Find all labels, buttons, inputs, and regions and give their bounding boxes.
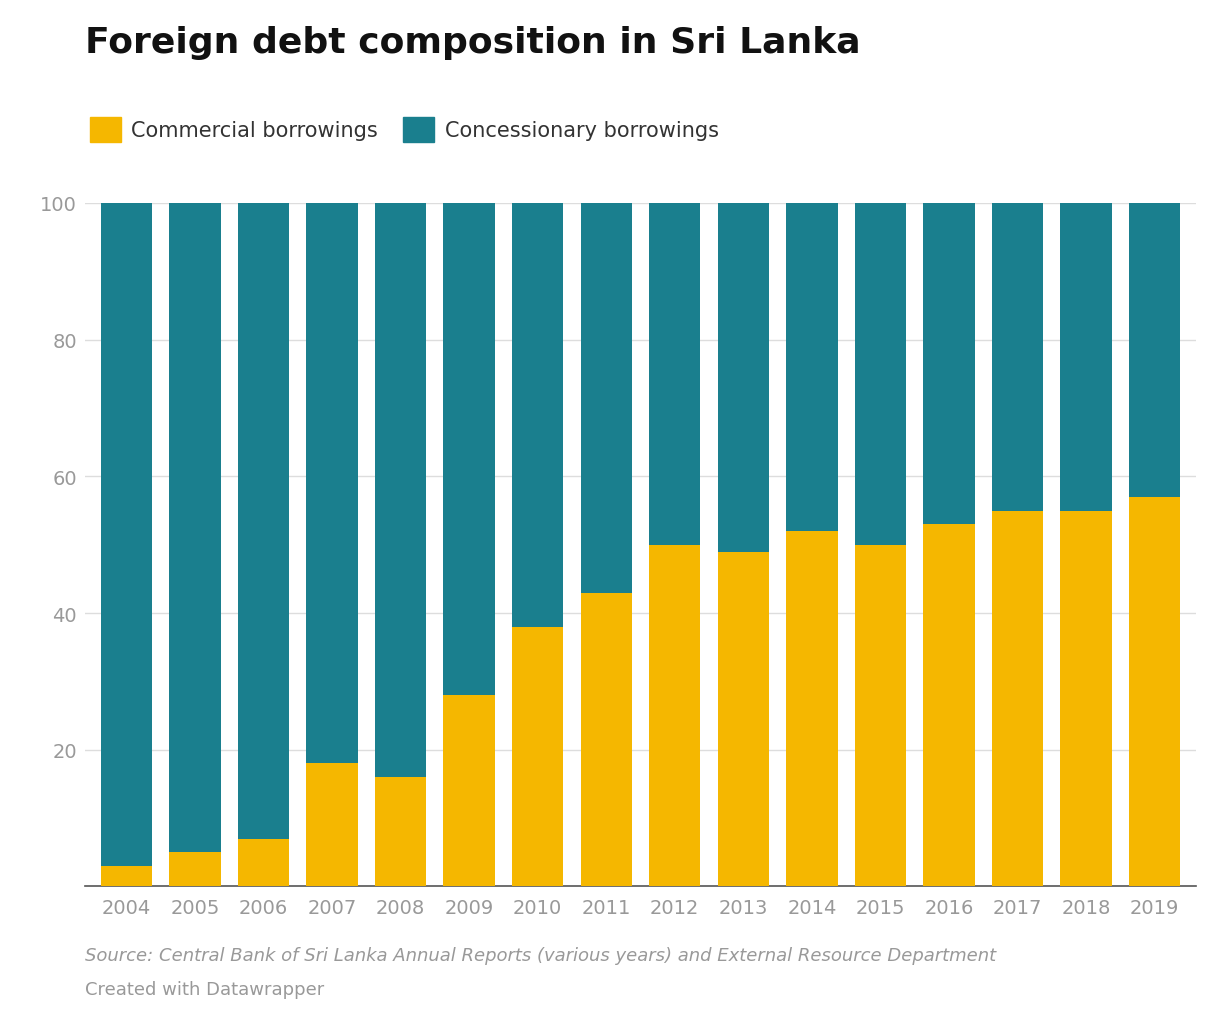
Bar: [1128, 204, 1180, 497]
Bar: [375, 204, 426, 777]
Bar: [101, 204, 152, 866]
Bar: [855, 204, 906, 545]
Bar: [992, 511, 1043, 887]
Bar: [238, 204, 289, 839]
Bar: [717, 204, 769, 552]
Bar: [444, 204, 495, 695]
Bar: [238, 839, 289, 887]
Bar: [924, 204, 975, 525]
Bar: [786, 204, 837, 532]
Bar: [306, 204, 357, 763]
Bar: [1060, 204, 1111, 511]
Text: Source: Central Bank of Sri Lanka Annual Reports (various years) and External Re: Source: Central Bank of Sri Lanka Annual…: [85, 946, 997, 964]
Bar: [306, 763, 357, 887]
Bar: [1060, 511, 1111, 887]
Bar: [581, 204, 632, 593]
Bar: [786, 532, 837, 887]
Legend: Commercial borrowings, Concessionary borrowings: Commercial borrowings, Concessionary bor…: [90, 117, 719, 143]
Text: Created with Datawrapper: Created with Datawrapper: [85, 980, 325, 999]
Bar: [375, 777, 426, 887]
Bar: [717, 552, 769, 887]
Bar: [581, 593, 632, 887]
Bar: [924, 525, 975, 887]
Bar: [512, 627, 564, 887]
Bar: [512, 204, 564, 627]
Bar: [444, 695, 495, 887]
Bar: [992, 204, 1043, 511]
Bar: [101, 866, 152, 887]
Bar: [649, 204, 700, 545]
Bar: [170, 852, 221, 887]
Bar: [1128, 497, 1180, 887]
Bar: [170, 204, 221, 852]
Text: Foreign debt composition in Sri Lanka: Foreign debt composition in Sri Lanka: [85, 25, 861, 59]
Bar: [649, 545, 700, 887]
Bar: [855, 545, 906, 887]
